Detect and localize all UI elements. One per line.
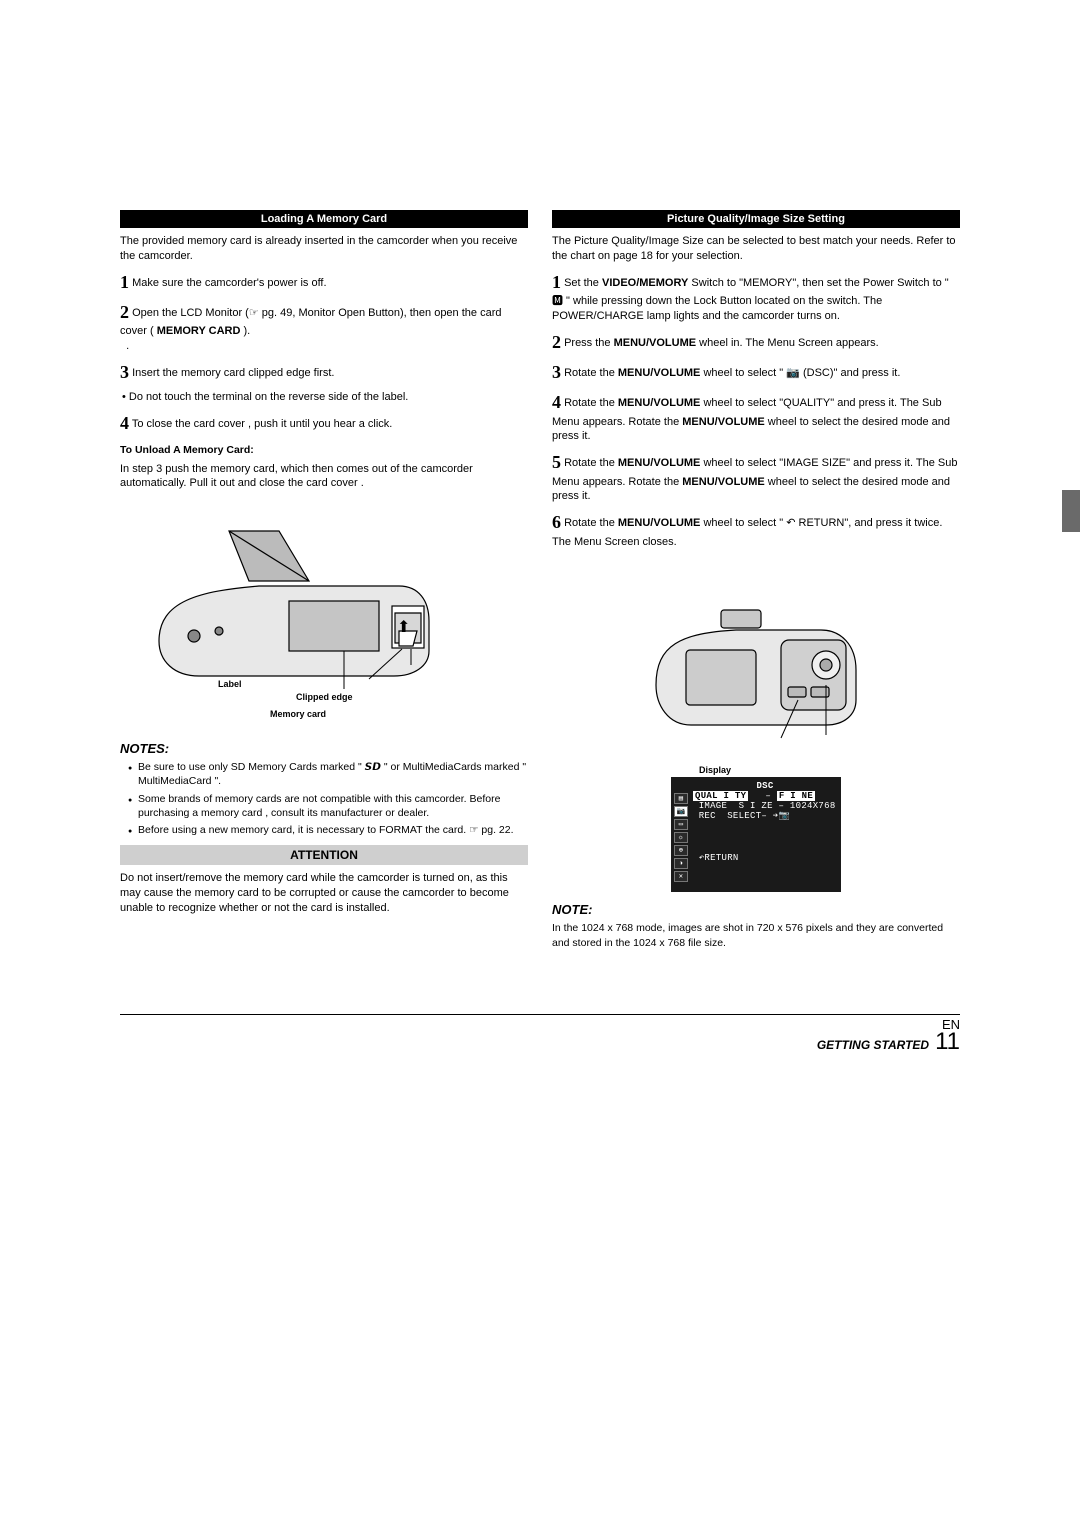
right-step-3: 3 Rotate the MENU/VOLUME wheel to select… xyxy=(552,360,960,384)
bold-term: VIDEO/MEMORY xyxy=(602,277,688,289)
figure-camcorder-rear xyxy=(552,555,960,755)
display-label: Display xyxy=(699,765,841,775)
step-text: Open the LCD Monitor (☞ pg. 49, xyxy=(132,307,298,319)
right-intro: The Picture Quality/Image Size can be se… xyxy=(552,234,960,264)
osd-line-quality: QUAL I TY – F I NE xyxy=(693,791,837,801)
attention-text: Do not insert/remove the memory card whi… xyxy=(120,871,528,916)
osd-screen: ▤ 📷 ▭ ☼ ⊕ ◑ ✕ DSC QUAL I TY – F I NE IMA… xyxy=(671,777,841,892)
step-text: ). xyxy=(243,325,250,337)
bold-term: MEMORY CARD xyxy=(157,325,241,337)
step-number: 4 xyxy=(552,392,561,412)
step-number: 1 xyxy=(552,272,561,292)
right-step-2: 2 Press the MENU/VOLUME wheel in. The Me… xyxy=(552,330,960,354)
unload-heading: To Unload A Memory Card: xyxy=(120,443,528,457)
step-text: Press the xyxy=(564,337,614,349)
note-heading: NOTE: xyxy=(552,902,960,917)
left-column: Loading A Memory Card The provided memor… xyxy=(120,210,528,954)
right-step-1: 1 Set the VIDEO/MEMORY Switch to "MEMORY… xyxy=(552,270,960,324)
step-text: wheel in. The Menu Screen appears. xyxy=(696,337,879,349)
step-number: 2 xyxy=(120,302,129,322)
bold-term: MENU/VOLUME xyxy=(682,476,765,488)
step-number: 2 xyxy=(552,332,561,352)
osd-icon: ◑ xyxy=(674,858,688,869)
left-step-2: 2 Open the LCD Monitor (☞ pg. 49, Monito… xyxy=(120,300,528,354)
display-panel: Display ▤ 📷 ▭ ☼ ⊕ ◑ ✕ DSC QUAL I TY – F … xyxy=(671,765,841,892)
notes-list: Be sure to use only SD Memory Cards mark… xyxy=(120,760,528,837)
note-item: Some brands of memory cards are not comp… xyxy=(128,792,528,820)
bold-term: MENU/VOLUME xyxy=(614,337,697,349)
step-number: 5 xyxy=(552,452,561,472)
osd-icon: ☼ xyxy=(674,832,688,843)
osd-line-recselect: REC SELECT– ➔📷 xyxy=(693,811,837,821)
bold-term: MENU/VOLUME xyxy=(618,457,701,469)
step-text: , push it until you hear a click. xyxy=(248,418,392,430)
step-text: Rotate the xyxy=(564,457,618,469)
step-text: Insert the memory card clipped edge firs… xyxy=(132,367,334,379)
step-text: Rotate the xyxy=(564,397,618,409)
note-item: Be sure to use only SD Memory Cards mark… xyxy=(128,760,528,788)
right-step-6: 6 Rotate the MENU/VOLUME wheel to select… xyxy=(552,510,960,549)
svg-text:⬆: ⬆ xyxy=(397,619,410,636)
step-text: Rotate the xyxy=(564,367,618,379)
osd-icon: ⊕ xyxy=(674,845,688,856)
right-column: Picture Quality/Image Size Setting The P… xyxy=(552,210,960,954)
unload-text: In step 3 push the memory card, which th… xyxy=(120,462,528,492)
osd-line-return: ↶RETURN xyxy=(693,853,837,863)
osd-icon: ▤ xyxy=(674,793,688,804)
osd-icon: 📷 xyxy=(674,806,688,817)
step-number: 3 xyxy=(552,362,561,382)
step-number: 1 xyxy=(120,272,129,292)
step-number: 4 xyxy=(120,413,129,433)
left-step-1: 1 Make sure the camcorder's power is off… xyxy=(120,270,528,294)
bold-term: MENU/VOLUME xyxy=(618,517,701,529)
heading-picture-quality: Picture Quality/Image Size Setting xyxy=(552,210,960,228)
left-intro: The provided memory card is already inse… xyxy=(120,234,528,264)
right-step-4: 4 Rotate the MENU/VOLUME wheel to select… xyxy=(552,390,960,444)
section-tab xyxy=(1062,490,1080,532)
osd-line-imagesize: IMAGE S I ZE – 1024X768 xyxy=(693,801,837,811)
step-text: Set the xyxy=(564,277,602,289)
osd-icon: ▭ xyxy=(674,819,688,830)
step-number: 3 xyxy=(120,362,129,382)
left-step-4: 4 To close the card cover , push it unti… xyxy=(120,411,528,435)
section-name: GETTING STARTED xyxy=(817,1038,929,1052)
heading-loading-memory: Loading A Memory Card xyxy=(120,210,528,228)
fig-label-clipped: Clipped edge xyxy=(296,692,353,702)
step-text: To close the card cover xyxy=(132,418,248,430)
osd-title: DSC xyxy=(693,781,837,791)
note-text: In the 1024 x 768 mode, images are shot … xyxy=(552,921,960,949)
step-text: Make sure the camcorder's power is off. xyxy=(132,277,326,289)
camcorder-rear-illustration xyxy=(626,555,886,745)
left-step-3: 3 Insert the memory card clipped edge fi… xyxy=(120,360,528,384)
two-column-layout: Loading A Memory Card The provided memor… xyxy=(120,210,960,954)
osd-icon-column: ▤ 📷 ▭ ☼ ⊕ ◑ ✕ xyxy=(674,793,688,882)
step-text: wheel to select " 📷 (DSC)" and press it. xyxy=(700,367,900,379)
bold-term: MENU/VOLUME xyxy=(682,416,765,428)
bold-term: MENU/VOLUME xyxy=(618,397,701,409)
left-step-3-sub: • Do not touch the terminal on the rever… xyxy=(120,390,528,405)
bold-term: MENU/VOLUME xyxy=(618,367,701,379)
osd-icon: ✕ xyxy=(674,871,688,882)
right-step-5: 5 Rotate the MENU/VOLUME wheel to select… xyxy=(552,450,960,504)
note-item: Before using a new memory card, it is ne… xyxy=(128,823,528,837)
step-text: Rotate the xyxy=(564,517,618,529)
camcorder-illustration: ⬆ xyxy=(139,501,509,691)
step-number: 6 xyxy=(552,512,561,532)
page-number: 11 xyxy=(935,1028,960,1056)
notes-heading: NOTES: xyxy=(120,741,528,756)
attention-heading: ATTENTION xyxy=(120,845,528,865)
fig-label-label: Label xyxy=(218,679,242,689)
figure-camcorder-open: ⬆ Label Clipped edge Memory card xyxy=(120,501,528,731)
fig-label-memcard: Memory card xyxy=(270,709,326,719)
